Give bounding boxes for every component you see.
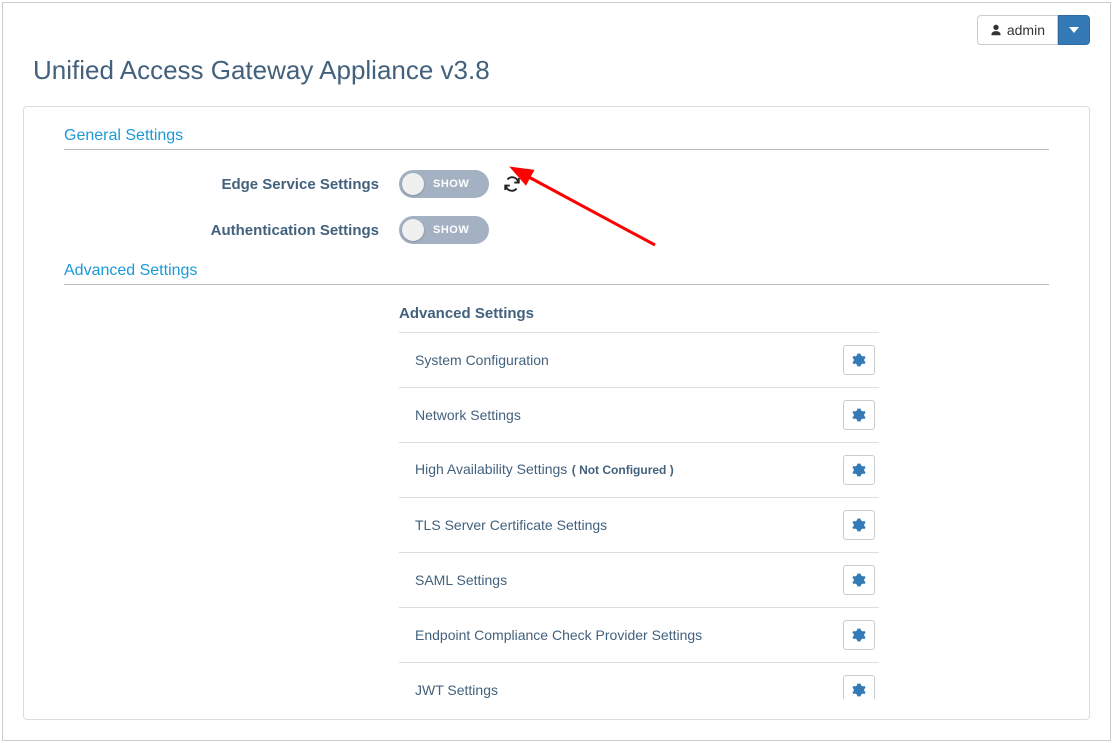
gear-icon [852,518,866,532]
gear-icon [852,628,866,642]
advanced-settings-header: Advanced Settings [64,262,1049,285]
toggle-knob [402,219,424,241]
refresh-icon[interactable] [503,175,521,193]
toggle-text: SHOW [433,178,469,190]
auth-settings-row: Authentication Settings SHOW [64,216,1049,244]
main-panel: General Settings Edge Service Settings S… [23,106,1090,720]
adv-row-tls: TLS Server Certificate Settings [399,498,879,553]
edge-service-label: Edge Service Settings [64,176,399,193]
adv-row-endpoint: Endpoint Compliance Check Provider Setti… [399,608,879,663]
caret-down-icon [1069,25,1079,35]
user-icon [990,24,1002,36]
gear-icon [852,463,866,477]
adv-row-label: JWT Settings [415,682,498,698]
auth-settings-label: Authentication Settings [64,222,399,239]
gear-button[interactable] [843,510,875,540]
adv-row-label: System Configuration [415,352,549,368]
gear-icon [852,573,866,587]
adv-row-system-config: System Configuration [399,333,879,388]
gear-icon [852,683,866,697]
adv-row-label: Endpoint Compliance Check Provider Setti… [415,627,702,643]
edge-service-toggle[interactable]: SHOW [399,170,489,198]
adv-row-note: ( Not Configured ) [572,463,674,477]
adv-row-jwt: JWT Settings [399,663,879,699]
user-label: admin [1007,22,1045,38]
edge-service-row: Edge Service Settings SHOW [64,170,1049,198]
page-title: Unified Access Gateway Appliance v3.8 [3,45,1110,106]
adv-row-ha: High Availability Settings ( Not Configu… [399,443,879,498]
user-button[interactable]: admin [977,15,1058,45]
gear-button[interactable] [843,345,875,375]
adv-row-saml: SAML Settings [399,553,879,608]
adv-row-label-wrap: High Availability Settings ( Not Configu… [415,461,674,479]
adv-row-label: High Availability Settings [415,461,567,477]
advanced-panel-header: Advanced Settings [399,305,879,333]
gear-button[interactable] [843,455,875,485]
adv-row-label: SAML Settings [415,572,507,588]
advanced-panel: Advanced Settings System Configuration N… [399,305,879,699]
gear-button[interactable] [843,675,875,699]
gear-icon [852,408,866,422]
gear-button[interactable] [843,565,875,595]
gear-button[interactable] [843,400,875,430]
gear-icon [852,353,866,367]
gear-button[interactable] [843,620,875,650]
adv-row-label: Network Settings [415,407,521,423]
toggle-knob [402,173,424,195]
general-settings-header: General Settings [64,127,1049,150]
toggle-text: SHOW [433,224,469,236]
adv-row-label: TLS Server Certificate Settings [415,517,607,533]
auth-settings-toggle[interactable]: SHOW [399,216,489,244]
user-dropdown-toggle[interactable] [1058,15,1090,45]
adv-row-network: Network Settings [399,388,879,443]
user-menu[interactable]: admin [977,15,1090,45]
